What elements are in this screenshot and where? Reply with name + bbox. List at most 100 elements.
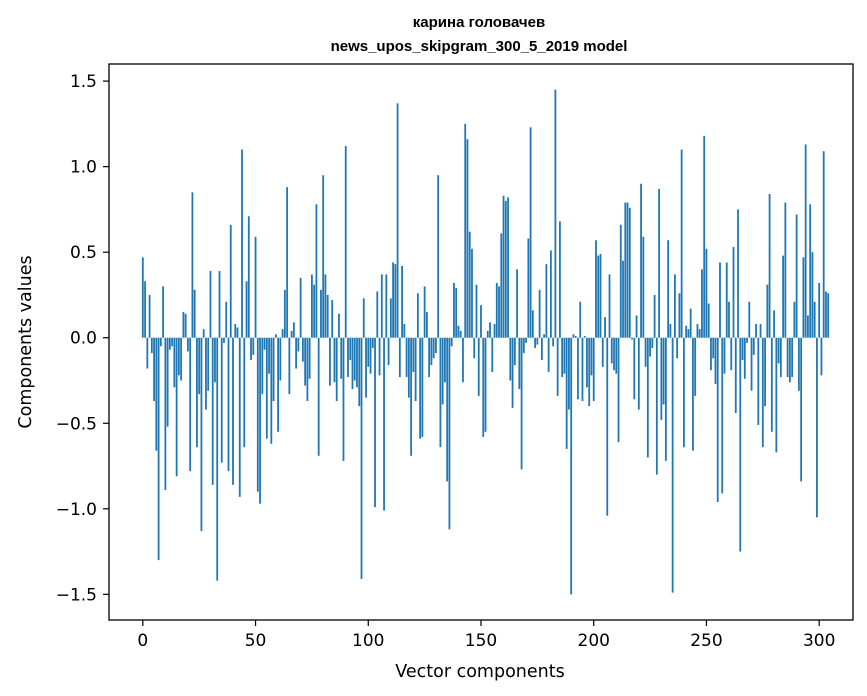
chart-title-line1: карина головачев: [413, 14, 545, 31]
bar-240: [683, 337, 685, 448]
bar-155: [491, 337, 494, 372]
bar-72: [304, 337, 307, 386]
bar-289: [793, 301, 796, 338]
bar-50: [254, 236, 257, 338]
bar-56: [268, 337, 270, 374]
bar-256: [719, 262, 721, 338]
bar-14: [173, 337, 176, 388]
y-tick-label: 1.0: [70, 158, 97, 178]
bar-179: [545, 264, 548, 338]
bar-16: [177, 337, 180, 376]
bar-198: [588, 337, 591, 407]
bar-141: [459, 330, 462, 338]
bar-203: [599, 253, 602, 338]
bar-82: [326, 294, 329, 338]
bar-281: [775, 337, 778, 453]
bar-209: [613, 337, 615, 371]
bar-296: [809, 204, 812, 338]
bar-135: [446, 337, 449, 482]
bar-236: [673, 274, 676, 338]
bar-247: [698, 329, 701, 338]
bar-53: [261, 337, 264, 395]
bar-94: [353, 337, 356, 381]
bar-7: [157, 337, 160, 561]
bar-292: [800, 337, 803, 482]
bar-28: [205, 337, 207, 410]
bar-145: [468, 231, 471, 338]
bar-274: [759, 324, 762, 338]
bar-75: [311, 274, 313, 338]
bar-146: [471, 248, 473, 338]
bar-136: [448, 337, 451, 530]
bar-304: [827, 293, 830, 338]
bar-290: [795, 214, 798, 338]
bar-291: [797, 337, 800, 391]
bar-99: [365, 337, 367, 398]
bar-242: [687, 329, 690, 338]
bar-157: [495, 282, 498, 338]
bar-105: [378, 337, 381, 376]
bar-233: [667, 240, 670, 338]
bar-119: [410, 337, 413, 456]
bar-156: [493, 324, 496, 338]
bar-166: [516, 269, 518, 338]
bar-245: [694, 337, 697, 396]
bar-286: [786, 337, 789, 378]
bar-125: [423, 286, 426, 338]
bar-177: [540, 337, 543, 360]
bar-262: [732, 247, 735, 338]
x-tick-label: 200: [578, 631, 610, 651]
bar-110: [389, 298, 392, 338]
bar-129: [432, 337, 435, 359]
bar-98: [362, 298, 365, 338]
bar-243: [689, 308, 692, 338]
bar-294: [804, 144, 807, 338]
bar-188: [565, 337, 568, 449]
bar-195: [581, 337, 584, 402]
bar-23: [193, 289, 196, 338]
bar-95: [356, 337, 358, 388]
bar-196: [583, 336, 586, 338]
bar-89: [342, 337, 345, 461]
bar-78: [317, 337, 320, 456]
bar-168: [520, 337, 523, 470]
bar-66: [290, 330, 293, 338]
bar-248: [701, 269, 703, 338]
bar-80: [322, 175, 325, 338]
bar-5: [153, 337, 155, 402]
bar-268: [746, 337, 748, 343]
bar-97: [360, 337, 363, 579]
bar-113: [396, 103, 399, 338]
bar-32: [214, 337, 216, 383]
bar-102: [371, 337, 374, 348]
bar-246: [696, 324, 699, 338]
bar-288: [791, 337, 794, 378]
bar-101: [369, 337, 372, 374]
bar-35: [220, 337, 223, 463]
bar-138: [453, 282, 455, 338]
bar-139: [455, 288, 458, 338]
bar-15: [175, 337, 178, 477]
bar-116: [403, 324, 406, 338]
bar-199: [590, 337, 593, 376]
bar-1: [144, 281, 146, 338]
y-tick-label: 0.5: [70, 243, 97, 263]
bar-251: [707, 303, 710, 338]
bar-85: [333, 337, 336, 383]
bar-60: [277, 337, 279, 432]
bar-62: [281, 329, 284, 338]
bar-44: [241, 149, 243, 338]
bar-299: [816, 337, 818, 518]
bar-223: [644, 337, 647, 367]
bar-131: [437, 175, 440, 338]
bar-84: [331, 300, 334, 338]
bar-264: [737, 209, 739, 338]
bar-33: [216, 337, 219, 581]
bar-222: [642, 236, 645, 338]
bar-76: [313, 284, 316, 338]
bar-150: [480, 305, 482, 338]
bar-87: [338, 313, 340, 338]
bar-37: [225, 301, 228, 338]
bar-154: [489, 322, 491, 338]
bar-197: [586, 337, 588, 388]
